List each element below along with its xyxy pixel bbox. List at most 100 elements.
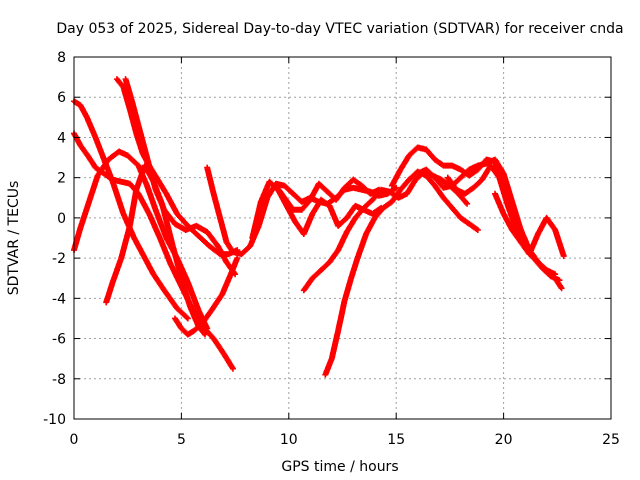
series-arc-3 [71, 148, 211, 332]
interpolated-markers [157, 236, 174, 266]
interpolated-markers [398, 153, 412, 172]
interpolated-markers [526, 232, 541, 256]
y-tick-label: -8 [52, 372, 66, 388]
interpolated-markers [95, 157, 111, 178]
interpolated-markers [86, 174, 101, 204]
interpolated-markers [127, 188, 139, 228]
interpolated-markers [535, 216, 549, 236]
interpolated-markers [249, 200, 264, 240]
interpolated-markers [219, 272, 234, 296]
data-point [558, 285, 565, 292]
interpolated-markers [389, 167, 403, 188]
y-tick-label: 6 [57, 90, 66, 106]
x-tick-label: 25 [602, 432, 620, 448]
interpolated-markers [492, 157, 506, 176]
interpolated-markers [211, 336, 227, 357]
interpolated-markers [424, 167, 437, 180]
interpolated-markers [344, 216, 358, 234]
interpolated-markers [348, 256, 361, 280]
x-tick-label: 0 [70, 432, 79, 448]
interpolated-markers [301, 276, 315, 293]
interpolated-markers [531, 256, 545, 270]
interpolated-markers [103, 280, 116, 304]
y-tick-label: -6 [52, 332, 66, 348]
interpolated-markers [372, 206, 386, 220]
interpolated-markers [77, 200, 92, 230]
interpolated-markers [135, 123, 150, 160]
interpolated-markers [509, 200, 524, 232]
interpolated-markers [310, 268, 323, 281]
series-layer [71, 76, 567, 378]
interpolated-markers [299, 197, 313, 212]
ticks: 0 5 10 15 20 25 -10 -8 -6 -4 -2 0 2 4 6 8 [43, 50, 620, 448]
y-tick-label: -2 [52, 251, 66, 267]
interpolated-markers [510, 228, 523, 244]
interpolated-markers [153, 188, 167, 212]
interpolated-markers [463, 185, 476, 196]
interpolated-markers [501, 212, 515, 232]
interpolated-markers [501, 172, 515, 204]
plot-frame [73, 56, 612, 420]
data-point [229, 365, 236, 372]
interpolated-markers [456, 191, 470, 206]
interpolated-markers [552, 228, 567, 258]
interpolated-markers [329, 328, 341, 361]
interpolated-markers [144, 184, 159, 212]
interpolated-markers [114, 77, 126, 89]
interpolated-markers [432, 183, 446, 200]
interpolated-markers [110, 180, 126, 216]
interpolated-markers [192, 320, 205, 333]
interpolated-markers [224, 240, 236, 254]
interpolated-markers [505, 204, 519, 232]
interpolated-markers [155, 178, 169, 196]
data-point [556, 277, 563, 284]
interpolated-markers [467, 167, 480, 178]
interpolated-markers [144, 156, 159, 192]
y-tick-label: 4 [57, 130, 66, 146]
y-tick-label: 2 [57, 171, 66, 187]
interpolated-markers [175, 212, 190, 228]
x-tick-label: 20 [495, 432, 513, 448]
interpolated-markers [381, 199, 394, 210]
interpolated-markers [133, 131, 146, 156]
interpolated-markers [471, 177, 484, 190]
interpolated-markers [215, 244, 229, 264]
y-tick-label: -4 [52, 291, 66, 307]
interpolated-markers [433, 157, 446, 168]
series-arc-16 [492, 190, 567, 260]
interpolated-markers [131, 236, 146, 256]
interpolated-markers [424, 147, 437, 162]
data-point [560, 253, 567, 260]
interpolated-markers [239, 244, 253, 257]
data-point [202, 331, 209, 338]
interpolated-markers [258, 180, 272, 204]
interpolated-markers [196, 234, 212, 248]
interpolated-markers [322, 357, 335, 377]
interpolated-markers [151, 272, 167, 293]
interpolated-markers [93, 135, 107, 162]
interpolated-markers [319, 260, 332, 273]
series-arc-5 [171, 255, 241, 338]
interpolated-markers [310, 198, 324, 216]
data-point [184, 315, 191, 322]
interpolated-markers [351, 177, 364, 188]
interpolated-markers [224, 260, 238, 276]
y-axis-label: SDTVAR / TECUs [6, 181, 22, 296]
interpolated-markers [316, 181, 330, 194]
interpolated-markers [175, 306, 190, 321]
interpolated-markers [125, 153, 141, 168]
interpolated-markers [153, 208, 169, 240]
interpolated-markers [301, 212, 315, 236]
interpolated-markers [84, 115, 98, 140]
interpolated-markers [441, 195, 455, 210]
interpolated-markers [185, 280, 202, 313]
data-point [232, 271, 239, 278]
interpolated-markers [496, 176, 511, 208]
interpolated-markers [256, 196, 270, 228]
interpolated-markers [404, 178, 418, 196]
x-axis-label: GPS time / hours [281, 459, 398, 475]
interpolated-markers [479, 163, 493, 182]
data-point [393, 184, 400, 191]
data-point [234, 255, 241, 262]
